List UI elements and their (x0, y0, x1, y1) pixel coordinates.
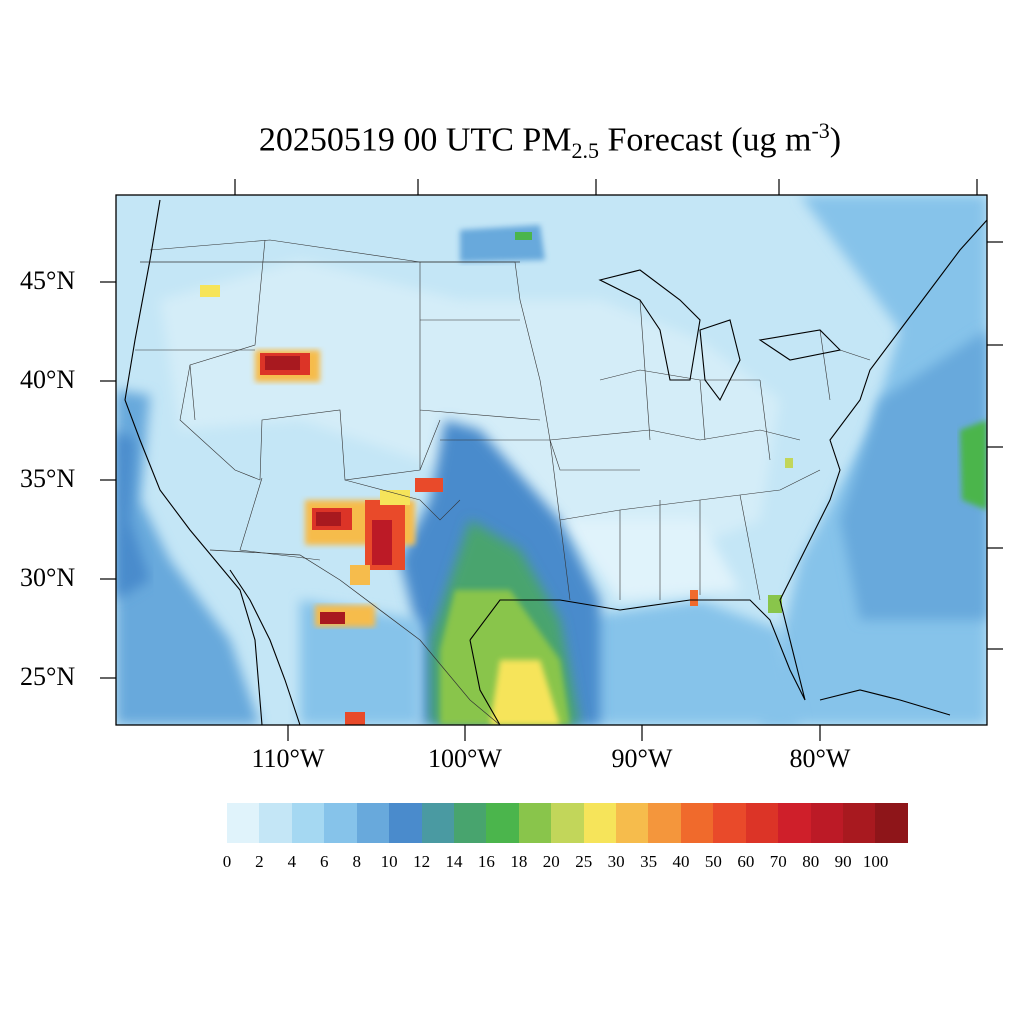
coastlines (124, 199, 987, 725)
colorbar-label: 90 (834, 852, 852, 871)
colorbar-swatch (778, 803, 811, 843)
atlantic-plume (960, 420, 987, 510)
interior-clean-air (160, 260, 780, 560)
colorbar-swatch (453, 803, 487, 843)
title-subscript: 2.5 (571, 138, 600, 164)
plains-plume-core (490, 660, 560, 725)
lat-label-25: 25°N (20, 662, 76, 691)
colorbar-swatch (713, 803, 746, 843)
axis-ticks (100, 179, 1003, 741)
colorbar-label: 35 (640, 852, 658, 871)
colorbar-swatch (583, 803, 617, 843)
colorbar-label: 12 (413, 852, 431, 871)
colorbar-swatch (421, 803, 454, 843)
fire-hotspots (200, 285, 793, 725)
lat-label-30: 30°N (20, 563, 76, 592)
colorbar-label: 16 (477, 852, 495, 871)
colorbar-swatch (259, 803, 292, 843)
colorbar-swatch (227, 803, 260, 843)
lat-label-35: 35°N (20, 464, 76, 493)
lon-label-110w: 110°W (251, 744, 325, 773)
colorbar-swatch (843, 803, 876, 843)
colorbar-swatch (616, 803, 649, 843)
colorbar-swatch (389, 803, 422, 843)
map-frame (115, 194, 988, 726)
state-boundaries (135, 239, 871, 601)
mexico-haze (300, 600, 420, 725)
colorbar-swatch (486, 803, 519, 843)
colorbar-label: 8 (352, 852, 361, 871)
title-rest: Forecast (ug m (599, 121, 812, 159)
colorbar-label: 70 (769, 852, 787, 871)
colorbar-swatch (680, 803, 714, 843)
canada-smoke-core (515, 232, 532, 240)
title-superscript: -3 (811, 118, 830, 143)
colorbar-label: 30 (607, 852, 625, 871)
lat-label-45: 45°N (20, 266, 76, 295)
pm25-map (100, 179, 1003, 741)
colorbar-label: 40 (672, 852, 690, 871)
title-main: 20250519 00 UTC PM (258, 121, 572, 159)
colorbar-label: 4 (287, 852, 297, 871)
colorbar-swatch (875, 803, 908, 843)
colorbar-label: 60 (737, 852, 755, 871)
us-mexico-border (209, 549, 501, 725)
lon-label-90w: 90°W (611, 744, 673, 773)
title-end: ) (829, 121, 842, 159)
colorbar-label: 2 (255, 852, 264, 871)
colorbar-label: 6 (320, 852, 329, 871)
colorbar-swatch (648, 803, 681, 843)
colorbar-label: 18 (510, 852, 528, 871)
gulf-haze (560, 600, 800, 725)
canada-smoke-band (460, 225, 545, 262)
colorbar-swatch (324, 803, 357, 843)
colorbar-swatch (810, 803, 844, 843)
colorbar (227, 803, 908, 843)
colorbar-label: 0 (222, 852, 232, 871)
colorbar-swatch (745, 803, 779, 843)
colorbar-label: 10 (380, 852, 398, 871)
colorbar-label: 100 (862, 852, 889, 871)
colorbar-label: 20 (542, 852, 560, 871)
atlantic-haze-core (840, 330, 987, 620)
colorbar-label: 14 (445, 852, 463, 871)
colorbar-swatch (551, 803, 584, 843)
southeast-clean-air (560, 520, 740, 600)
pacific-haze-core (116, 430, 150, 600)
lon-label-100w: 100°W (428, 744, 502, 773)
colorbar-label: 50 (704, 852, 722, 871)
colorbar-swatch (518, 803, 552, 843)
colorbar-swatch (356, 803, 390, 843)
colorbar-label: 80 (802, 852, 820, 871)
map-title: 20250519 00 UTC PM2.5 Forecast (ug m-3) (0, 118, 1024, 164)
colorbar-swatch (291, 803, 325, 843)
colorbar-label: 25 (575, 852, 593, 871)
lon-label-80w: 80°W (789, 744, 851, 773)
pacific-haze (116, 390, 260, 725)
lat-label-40: 40°N (20, 365, 76, 394)
